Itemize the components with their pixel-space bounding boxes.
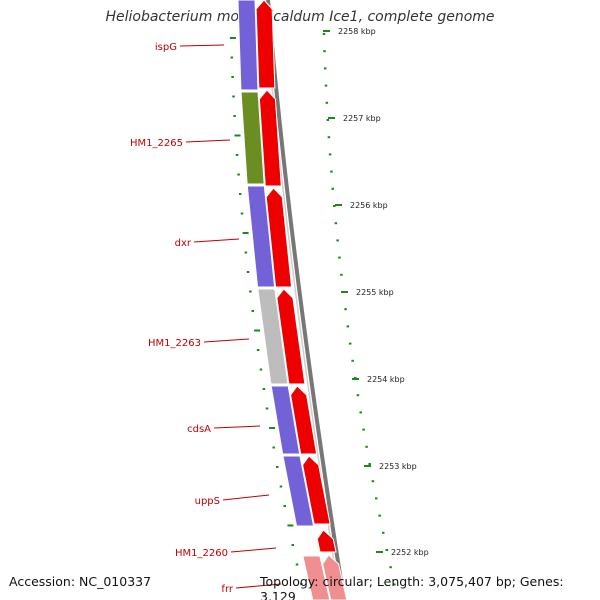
gene-label: ispG bbox=[155, 42, 177, 53]
strand-arrow bbox=[322, 554, 348, 600]
kbp-label: 2257 kbp bbox=[343, 114, 381, 123]
label-leader-line bbox=[203, 338, 250, 343]
kbp-label: 2258 kbp bbox=[338, 27, 376, 36]
gene-feature-block bbox=[270, 385, 301, 455]
gene-label: uppS bbox=[195, 496, 220, 507]
feature-ring-guides bbox=[229, 37, 303, 585]
strand-arrow bbox=[302, 455, 331, 525]
gene-label: cdsA bbox=[187, 424, 211, 435]
gene-label: HM1_2263 bbox=[148, 338, 201, 349]
kbp-label: 2254 kbp bbox=[367, 375, 405, 384]
label-leader-line bbox=[185, 139, 231, 143]
strand-arrows bbox=[255, 0, 348, 600]
gene-label: dxr bbox=[175, 238, 192, 249]
strand-arrow bbox=[265, 187, 293, 288]
gene-label: frr bbox=[221, 584, 233, 595]
kbp-label: 2256 kbp bbox=[350, 201, 388, 210]
kbp-label: 2255 kbp bbox=[356, 288, 394, 297]
gene-label: HM1_2265 bbox=[130, 138, 183, 149]
kbp-ruler: 2258 kbp 2257 kbp 2256 kbp 2255 kbp 2254 kbp… bbox=[323, 27, 429, 557]
strand-arrow bbox=[276, 288, 306, 385]
label-leader-line bbox=[179, 44, 225, 47]
map-title: Heliobacterium modesticaldum Ice1, compl… bbox=[105, 9, 495, 25]
kbp-label: 2253 kbp bbox=[379, 462, 417, 471]
genome-summary-text: Topology: circular; Length: 3,075,407 bp… bbox=[260, 574, 564, 600]
strand-arrow bbox=[258, 89, 282, 187]
gene-feature-block bbox=[302, 555, 331, 600]
gene-features bbox=[237, 0, 331, 600]
label-leader-line bbox=[235, 583, 282, 589]
gene-feature-block bbox=[240, 91, 265, 185]
strand-arrow bbox=[255, 0, 276, 89]
label-leader-line bbox=[230, 547, 277, 553]
accession-text: Accession: NC_010337 bbox=[9, 574, 152, 589]
gene-label: HM1_2260 bbox=[175, 548, 228, 559]
gene-feature-block bbox=[246, 185, 276, 288]
label-leader-line bbox=[193, 238, 240, 243]
strand-arrow bbox=[290, 385, 318, 455]
gene-feature-block bbox=[237, 0, 259, 91]
gene-feature-block bbox=[282, 455, 315, 527]
gene-feature-block bbox=[257, 288, 289, 385]
kbp-label: 2252 kbp bbox=[391, 548, 429, 557]
label-leader-line bbox=[222, 494, 270, 501]
strand-arrow bbox=[316, 529, 337, 553]
label-leader-line bbox=[213, 425, 261, 429]
